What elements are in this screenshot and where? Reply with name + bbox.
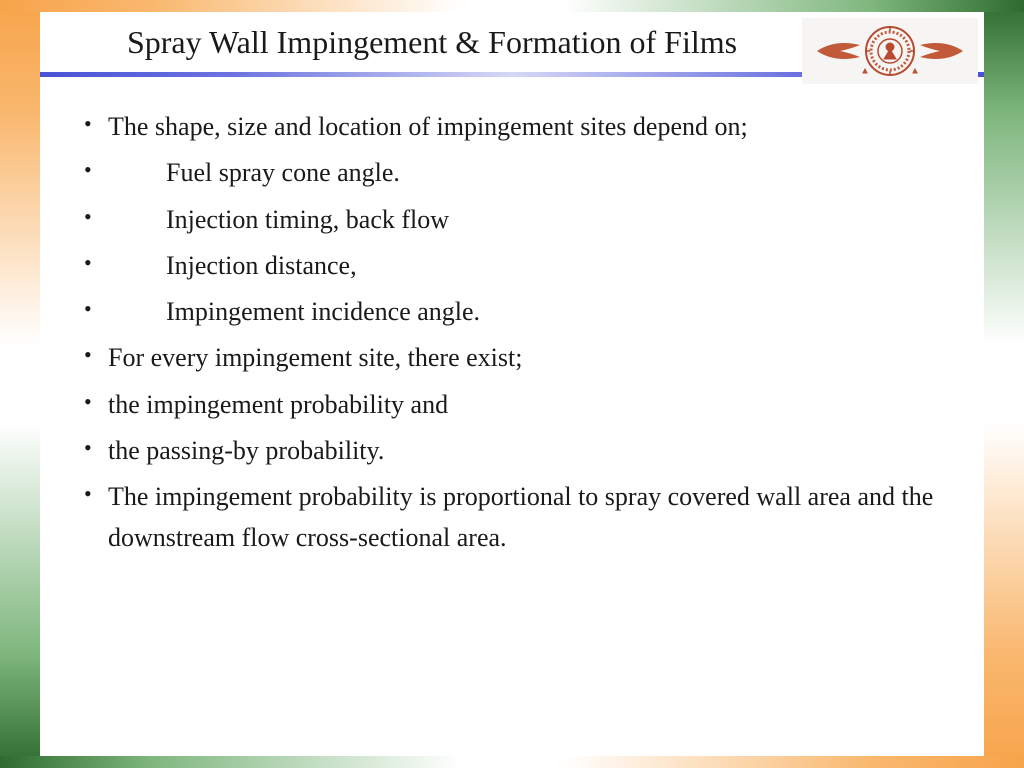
slide-body: The shape, size and location of impingem… <box>40 77 984 584</box>
bullet-item: For every impingement site, there exist; <box>80 338 954 378</box>
bullet-item: Injection distance, <box>80 246 954 286</box>
bullet-item: Impingement incidence angle. <box>80 292 954 332</box>
bullet-item: Fuel spray cone angle. <box>80 153 954 193</box>
bullet-item: Injection timing, back flow <box>80 200 954 240</box>
bullet-list: The shape, size and location of impingem… <box>80 107 954 558</box>
slide-header: Spray Wall Impingement & Formation of Fi… <box>40 12 984 72</box>
bullet-item: the impingement probability and <box>80 385 954 425</box>
bullet-item: the passing-by probability. <box>80 431 954 471</box>
slide: Spray Wall Impingement & Formation of Fi… <box>40 12 984 756</box>
institution-logo <box>802 18 978 84</box>
emblem-icon <box>805 21 975 81</box>
bullet-item: The shape, size and location of impingem… <box>80 107 954 147</box>
bullet-item: The impingement probability is proportio… <box>80 477 954 558</box>
